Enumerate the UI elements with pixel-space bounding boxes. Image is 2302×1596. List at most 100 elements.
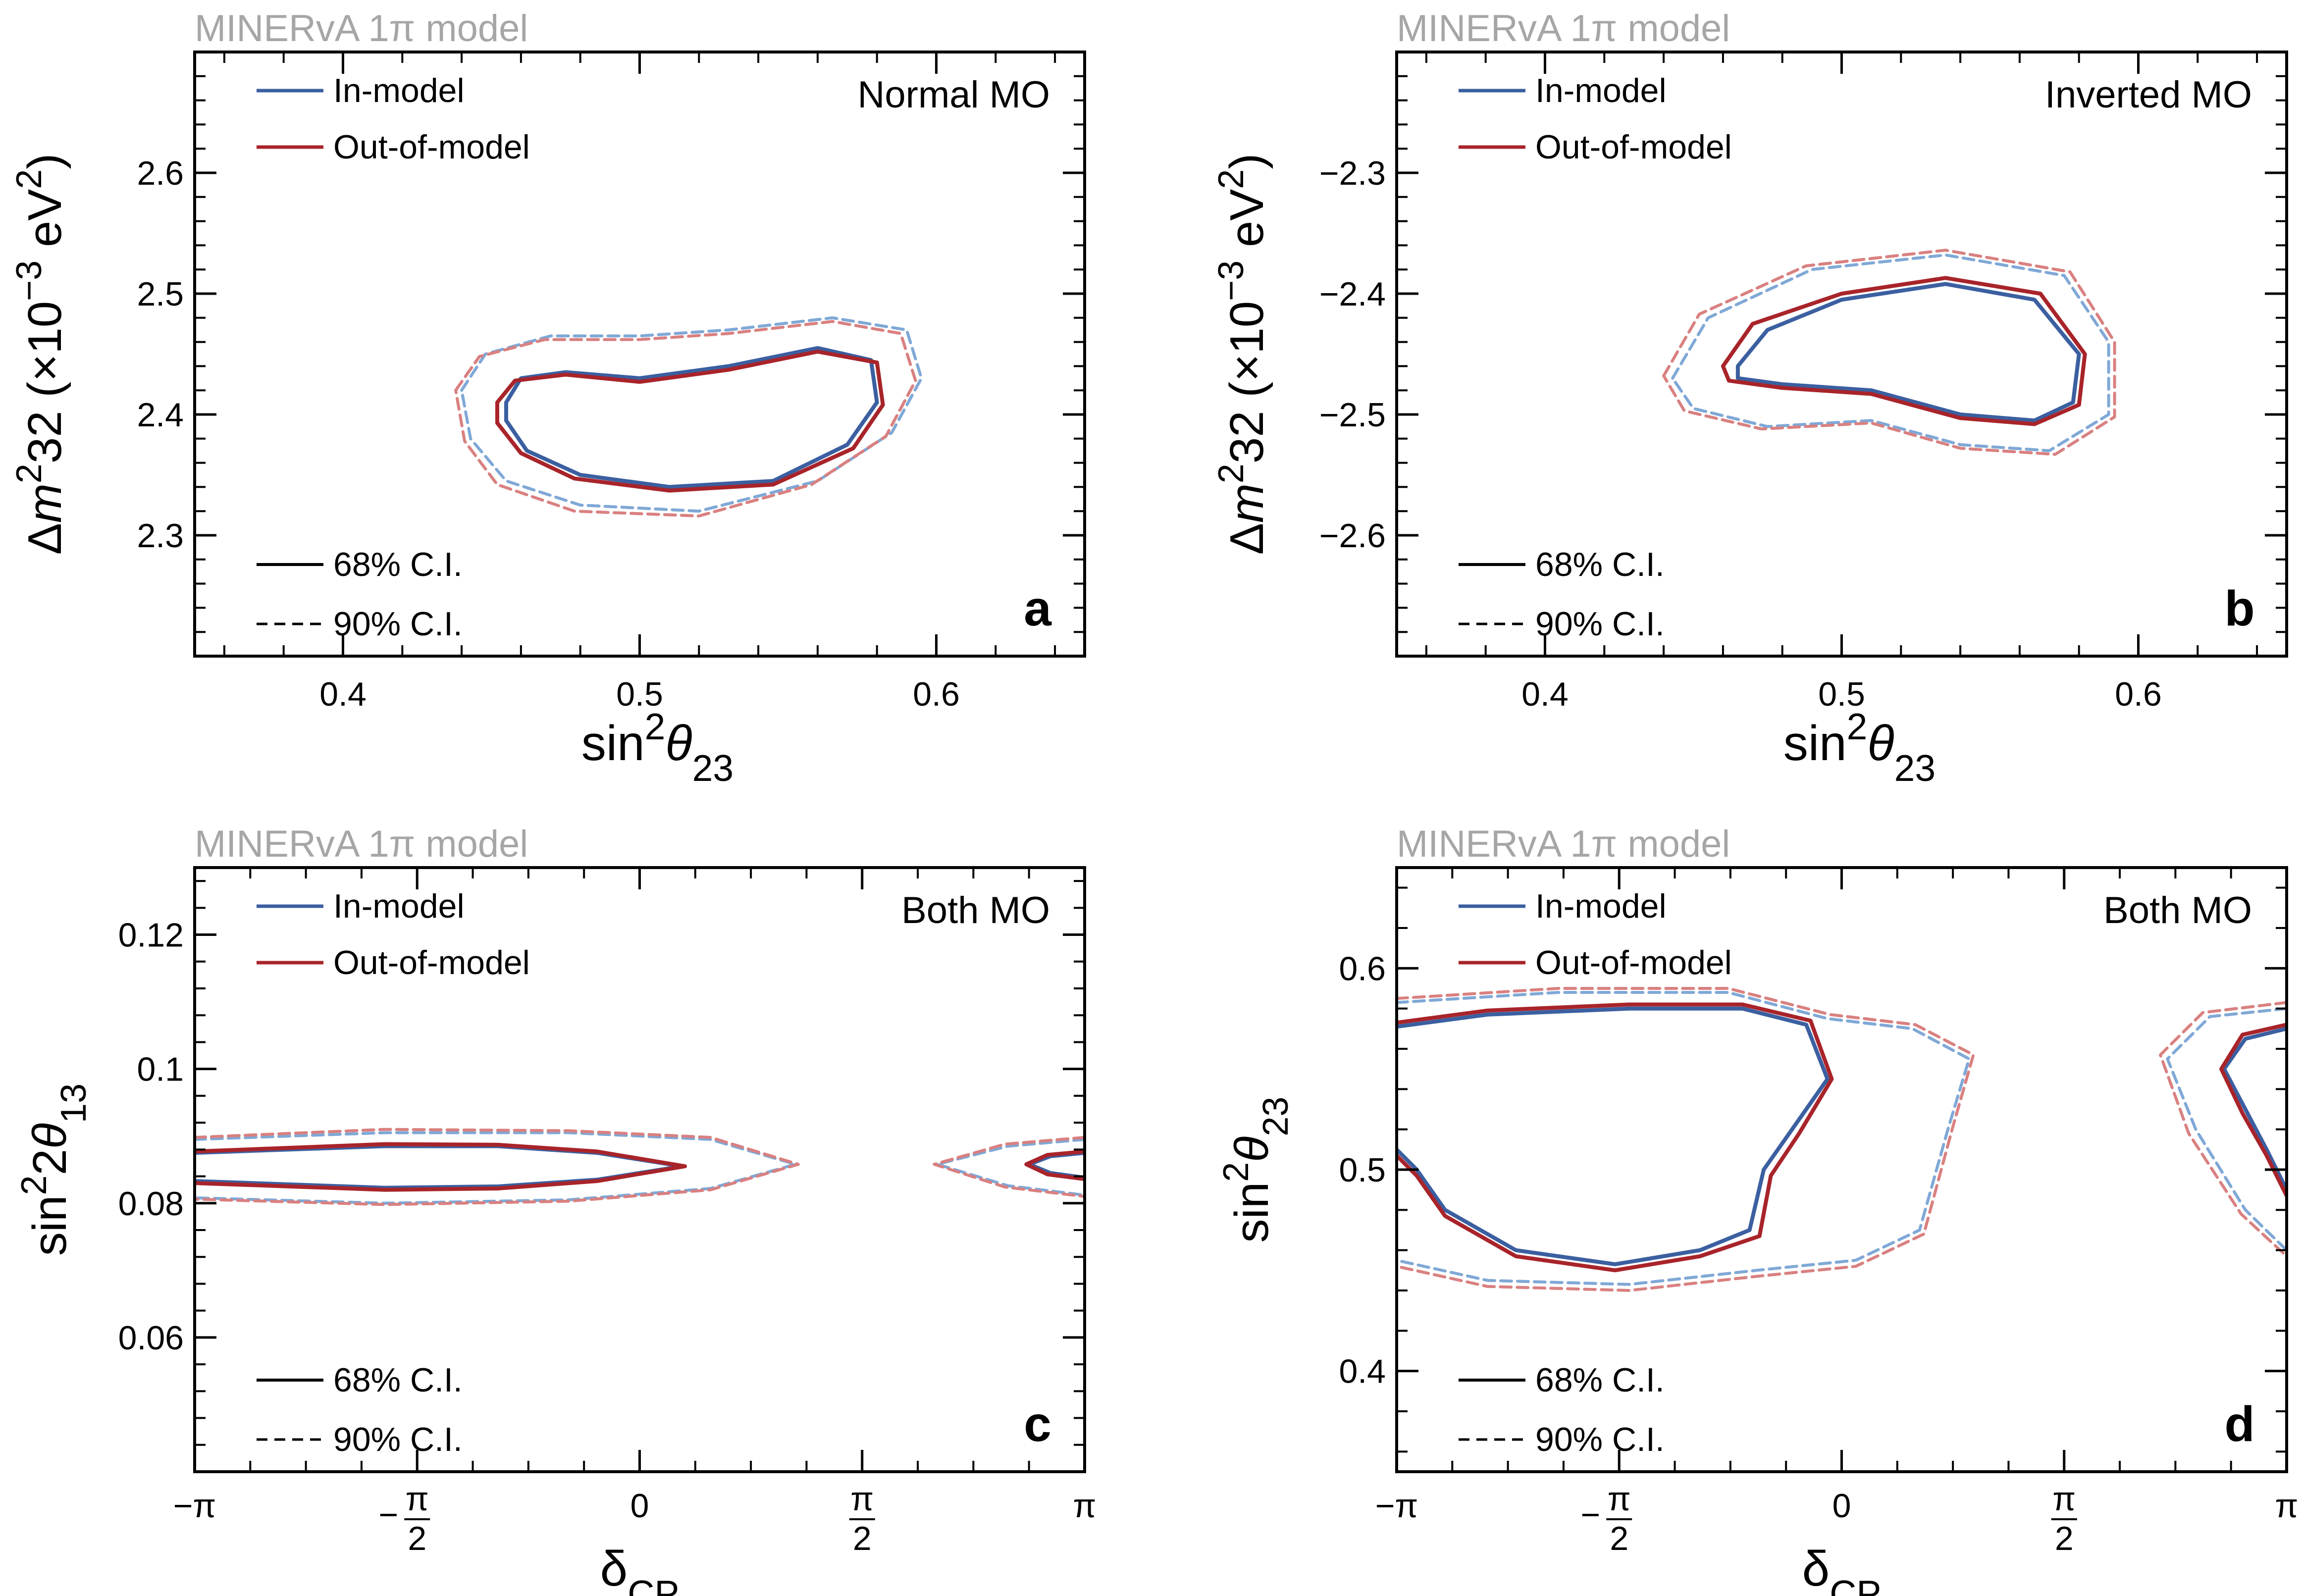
y-axis-title: sin2θ23	[1216, 1097, 1296, 1243]
y-axis-title: sin22θ13	[14, 1083, 94, 1256]
x-axis-title: sin2θ23	[581, 706, 733, 789]
x-tick-label: 0.5	[1818, 675, 1865, 713]
legend-68-label: 68% C.I.	[1535, 1361, 1665, 1399]
legend-68-label: 68% C.I.	[333, 1361, 463, 1399]
y-tick-label: 2.4	[137, 396, 184, 434]
x-tick-label: 0.5	[616, 675, 663, 713]
panel-letter: a	[1024, 581, 1052, 636]
panel-letter: b	[2224, 581, 2254, 636]
x-tick-label-num: π	[850, 1480, 874, 1518]
x-tick-label: 0.4	[1521, 675, 1569, 713]
contour-dashed-in-model-dashed-2	[460, 316, 923, 513]
y-axis-title: Δm232 (×10−3 eV2)	[1211, 154, 1273, 555]
y-tick-label: −2.3	[1319, 154, 1386, 192]
contour-dashed-out-of-model-dashed-5	[195, 1128, 800, 1206]
contour-solid-out-of-model-1	[195, 1142, 687, 1192]
x-tick-label: 0.4	[319, 675, 366, 713]
y-tick-label: 0.08	[118, 1185, 184, 1223]
x-tick-label-den: 2	[1610, 1520, 1628, 1557]
contour-solid-out-of-model-3	[1024, 1149, 1085, 1181]
mo-annotation: Both MO	[2103, 889, 2252, 931]
x-tick-label-den: 2	[853, 1520, 872, 1557]
legend-90-label: 90% C.I.	[333, 1421, 463, 1458]
x-tick-label: π2	[2051, 1480, 2077, 1557]
contour-solid-in-model-2	[2222, 1027, 2287, 1192]
contour-layer	[195, 1128, 1085, 1206]
contour-solid-in-model-0	[1397, 1006, 1830, 1267]
contour-dashed-out-of-model-dashed-7	[933, 1135, 1085, 1198]
y-tick-label: 0.5	[1339, 1151, 1386, 1189]
x-tick-label: π2	[849, 1480, 875, 1557]
x-tick-label-sign: −	[1580, 1496, 1600, 1534]
x-tick-label-den: 2	[2055, 1520, 2074, 1557]
contour-solid-out-of-model-1	[1397, 1002, 1834, 1273]
x-tick-label: − π2	[378, 1480, 430, 1557]
panel-letter: c	[1024, 1396, 1051, 1452]
x-tick-label: 0.6	[913, 675, 960, 713]
mo-annotation: Inverted MO	[2045, 74, 2252, 116]
legend-in-model-label: In-model	[1535, 72, 1667, 109]
legend-in-model-label: In-model	[1535, 887, 1667, 925]
x-tick-label: 0.6	[2115, 675, 2162, 713]
x-axis-title: δCP	[1802, 1541, 1882, 1596]
legend-out-of-model-label: Out-of-model	[1535, 128, 1732, 166]
x-tick-label: − π2	[1580, 1480, 1632, 1557]
legend-90-label: 90% C.I.	[1535, 1421, 1665, 1458]
legend-out-of-model-label: Out-of-model	[333, 944, 530, 981]
mo-annotation: Both MO	[901, 889, 1050, 931]
watermark-label: MINERvA 1π model	[1397, 823, 1730, 865]
contour-solid-in-model-0	[504, 346, 879, 489]
contour-solid-out-of-model-3	[2219, 1023, 2287, 1198]
contour-dashed-out-of-model-dashed-3	[454, 320, 917, 517]
y-tick-label: −2.4	[1319, 275, 1386, 313]
x-tick-label: −π	[1375, 1487, 1418, 1525]
panel-c: MINERvA 1π model−π − π20 π2π0.060.080.10.12…	[14, 823, 1096, 1596]
y-tick-label: 0.1	[137, 1051, 184, 1088]
x-tick-label-num: π	[2052, 1480, 2076, 1518]
y-tick-label: 2.5	[137, 275, 184, 313]
x-axis-title: sin2θ23	[1783, 706, 1936, 789]
x-tick-label: 0	[1832, 1487, 1851, 1525]
contour-dashed-in-model-dashed-2	[1671, 253, 2110, 453]
x-tick-label-num: π	[1608, 1480, 1631, 1518]
contour-dashed-out-of-model-dashed-3	[1662, 249, 2116, 456]
y-tick-label: −2.6	[1319, 517, 1386, 555]
panel-d: MINERvA 1π model−π − π20 π2π0.40.50.6δCPsin…	[1216, 823, 2298, 1596]
contour-solid-in-model-0	[1735, 282, 2081, 423]
contour-layer	[1662, 249, 2116, 456]
x-tick-label-num: π	[406, 1480, 429, 1518]
legend-68-label: 68% C.I.	[1535, 546, 1665, 583]
legend-68-label: 68% C.I.	[333, 546, 463, 583]
legend-90-label: 90% C.I.	[1535, 605, 1665, 643]
watermark-label: MINERvA 1π model	[195, 7, 528, 50]
contour-dashed-in-model-dashed-4	[195, 1131, 797, 1205]
contour-dashed-out-of-model-dashed-5	[1397, 987, 1975, 1292]
x-tick-label: 0	[630, 1487, 649, 1525]
x-tick-label: π	[1073, 1487, 1097, 1525]
contour-solid-out-of-model-1	[1721, 276, 2087, 426]
legend-out-of-model-label: Out-of-model	[333, 128, 530, 166]
y-axis-title: Δm232 (×10−3 eV2)	[9, 154, 71, 555]
watermark-label: MINERvA 1π model	[195, 823, 528, 865]
y-tick-label: 0.4	[1339, 1353, 1386, 1390]
panel-a: MINERvA 1π model 0.4 0.5 0.6 2.3 2.4 2.5 2.6 sin…	[9, 7, 1086, 789]
y-tick-label: 0.12	[118, 917, 184, 954]
mo-annotation: Normal MO	[858, 74, 1050, 116]
contour-dashed-in-model-dashed-6	[2166, 1007, 2287, 1252]
contour-dashed-out-of-model-dashed-7	[2159, 1001, 2287, 1258]
x-tick-label-sign: −	[378, 1496, 398, 1534]
legend-in-model-label: In-model	[333, 72, 465, 109]
contour-layer	[454, 316, 923, 517]
y-tick-label: −2.5	[1319, 396, 1386, 434]
x-tick-label: −π	[173, 1487, 216, 1525]
legend-90-label: 90% C.I.	[333, 605, 463, 643]
watermark-label: MINERvA 1π model	[1397, 7, 1730, 50]
contour-layer	[1397, 987, 2287, 1292]
legend-out-of-model-label: Out-of-model	[1535, 944, 1732, 981]
panel-letter: d	[2224, 1396, 2254, 1452]
x-tick-label-den: 2	[408, 1520, 426, 1557]
legend-in-model-label: In-model	[333, 887, 465, 925]
contour-solid-out-of-model-1	[495, 350, 885, 493]
contour-dashed-in-model-dashed-4	[1397, 991, 1971, 1286]
